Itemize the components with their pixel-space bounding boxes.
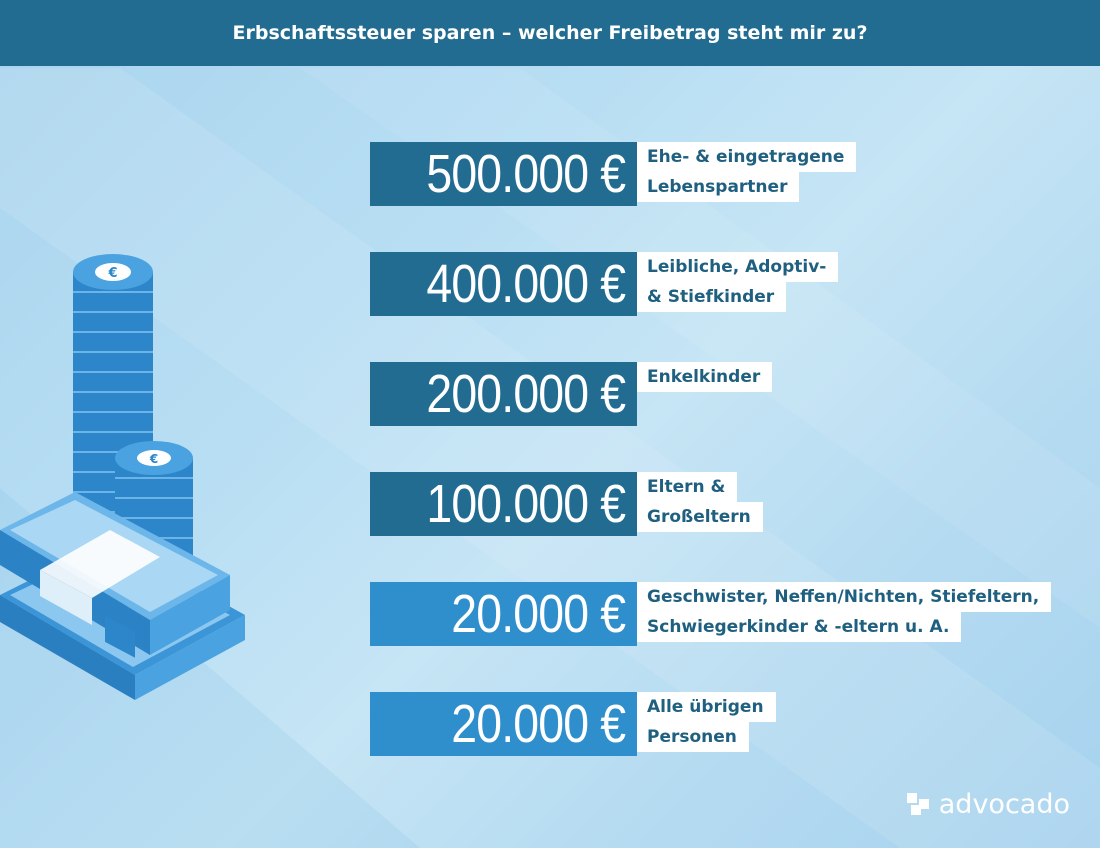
page-header: Erbschaftssteuer sparen – welcher Freibe… (0, 0, 1100, 66)
allowance-label-line: Geschwister, Neffen/Nichten, Stiefeltern… (637, 582, 1052, 612)
svg-text:€: € (149, 452, 158, 466)
allowance-amount: 20.000 € (370, 692, 637, 756)
allowance-label: Ehe- & eingetragene Lebenspartner (637, 142, 857, 202)
logo-mark-icon (906, 792, 929, 815)
logo-text: advocado (938, 789, 1070, 820)
allowance-label-line: Alle übrigen (637, 692, 776, 722)
allowance-label: Leibliche, Adoptiv- & Stiefkinder (637, 252, 839, 312)
allowance-label: Eltern & Großeltern (637, 472, 763, 532)
allowance-label-line: Personen (637, 722, 749, 752)
allowance-amount: 400.000 € (370, 252, 637, 316)
allowance-label: Alle übrigen Personen (637, 692, 776, 752)
allowance-label: Geschwister, Neffen/Nichten, Stiefeltern… (637, 582, 1052, 642)
allowance-label-line: Lebenspartner (637, 172, 800, 202)
allowance-amount: 100.000 € (370, 472, 637, 536)
allowance-amount: 500.000 € (370, 142, 637, 206)
svg-text:€: € (107, 266, 117, 281)
allowance-label-line: Großeltern (637, 502, 763, 532)
allowance-label: Enkelkinder (637, 362, 773, 392)
allowance-label-line: Ehe- & eingetragene (637, 142, 857, 172)
money-illustration: € € (0, 254, 245, 700)
allowance-label-line: & Stiefkinder (637, 282, 787, 312)
banknote-bundle-icon (0, 492, 230, 658)
allowance-label-line: Eltern & (637, 472, 738, 502)
allowance-amount: 200.000 € (370, 362, 637, 426)
allowance-label-line: Leibliche, Adoptiv- (637, 252, 839, 282)
page-title: Erbschaftssteuer sparen – welcher Freibe… (232, 22, 868, 44)
advocado-logo: advocado (906, 789, 1070, 820)
allowance-label-line: Schwiegerkinder & -eltern u. A. (637, 612, 962, 642)
allowance-label-line: Enkelkinder (637, 362, 773, 392)
allowance-amount: 20.000 € (370, 582, 637, 646)
